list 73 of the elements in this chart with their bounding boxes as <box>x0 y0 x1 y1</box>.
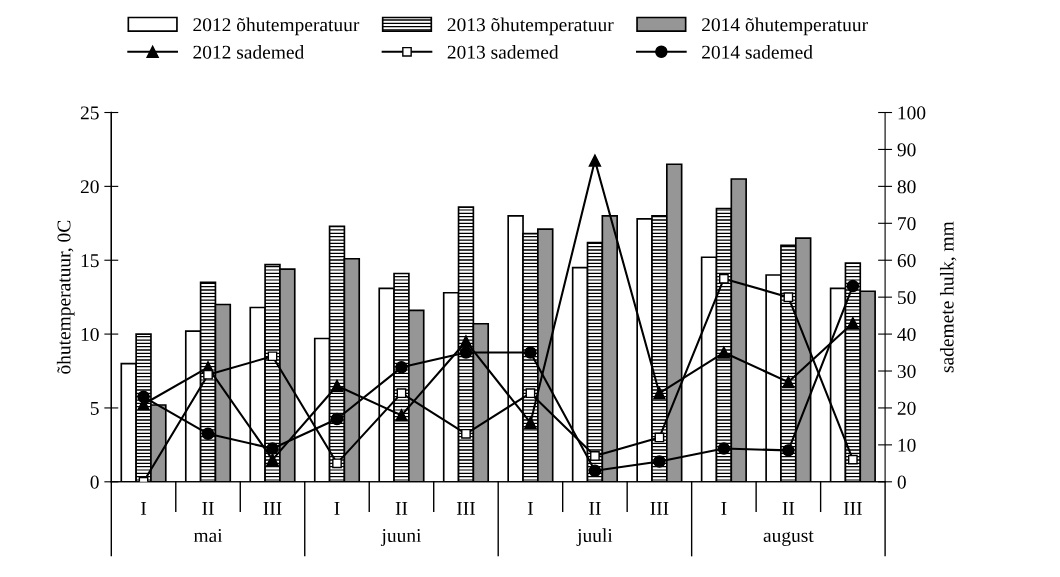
legend-label: 2012 sademed <box>193 45 305 59</box>
text: august <box>763 530 814 546</box>
y-tick-label: 25 <box>80 106 99 120</box>
y2-tick-label: 40 <box>897 327 916 342</box>
point <box>203 369 213 380</box>
point <box>461 428 471 439</box>
x-tick-label: III <box>456 502 475 515</box>
point <box>395 409 408 422</box>
y2-tick-label: 0 <box>897 475 906 489</box>
point <box>717 442 731 455</box>
point <box>846 316 860 330</box>
point <box>719 273 729 284</box>
y2-tick-label: 20 <box>897 401 916 415</box>
y-tick-label: 0 <box>90 475 99 489</box>
point <box>525 388 536 399</box>
legend-label: 2013 sademed <box>447 45 559 59</box>
x-tick-label: III <box>263 502 282 515</box>
point <box>588 154 602 167</box>
point <box>653 386 666 400</box>
x-tick-label: II <box>202 502 214 515</box>
point <box>588 464 602 477</box>
y2-axis-title: sademete hulk, mm <box>939 221 957 373</box>
y2-tick-label: 10 <box>898 438 916 452</box>
y2-tick-label: 70 <box>898 217 916 231</box>
point <box>459 346 473 359</box>
point <box>459 335 473 348</box>
point <box>717 346 731 359</box>
legend-label: 2014 sademed <box>702 45 813 59</box>
point <box>783 292 794 303</box>
point <box>847 454 858 465</box>
y2-tick-label: 60 <box>897 254 916 268</box>
x-tick-label: I <box>527 502 533 515</box>
x-tick-label: I <box>721 502 727 515</box>
point <box>846 279 860 293</box>
x-tick-label: I <box>141 502 147 515</box>
y2-tick-label: 90 <box>897 143 916 157</box>
point <box>782 375 795 389</box>
y2-tick-label: 50 <box>898 290 916 305</box>
point <box>266 442 279 455</box>
point <box>267 351 278 362</box>
y2-tick-label: 80 <box>897 180 916 194</box>
y2-tick-label: 30 <box>897 364 916 378</box>
y-tick-label: 15 <box>81 254 99 268</box>
text: juuni <box>380 528 422 546</box>
point <box>330 379 344 393</box>
point <box>137 390 150 404</box>
text: juuli <box>576 528 613 546</box>
point <box>653 455 666 468</box>
point <box>524 346 537 359</box>
y-axis-title: õhutemperatuur, 0C <box>56 220 75 374</box>
y-tick-label: 20 <box>80 180 99 194</box>
point <box>266 453 279 466</box>
legend-label: 2013 õhutemperatuur <box>447 17 614 36</box>
point <box>201 427 215 441</box>
point <box>395 361 408 374</box>
y2-tick-label: 100 <box>898 106 926 120</box>
point <box>524 416 537 429</box>
point <box>330 412 344 426</box>
point <box>782 444 795 457</box>
legend-label: 2014 õhutemperatuur <box>702 17 868 36</box>
point <box>332 458 342 469</box>
y-tick-label: 10 <box>81 327 99 342</box>
legend-label: 2012 õhutemperatuur <box>193 17 360 36</box>
point <box>590 451 600 461</box>
x-tick-label: III <box>843 502 862 515</box>
point <box>396 388 407 399</box>
text: mai <box>193 528 223 543</box>
x-tick-label: II <box>395 502 408 515</box>
x-tick-label: II <box>589 502 601 515</box>
y-tick-label: 5 <box>90 401 99 415</box>
x-tick-label: II <box>782 502 795 515</box>
x-tick-label: I <box>334 502 340 515</box>
x-tick-label: III <box>650 502 669 515</box>
